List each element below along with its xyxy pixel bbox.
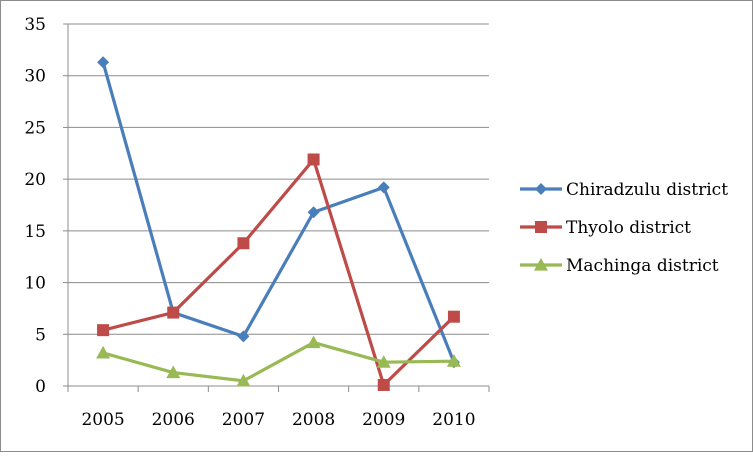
series-line <box>102 157 456 387</box>
y-tick-label: 15 <box>24 222 46 242</box>
y-tick-label: 35 <box>24 15 46 35</box>
x-tick-label: 2008 <box>292 410 335 430</box>
y-tick-label: 25 <box>24 118 46 138</box>
legend-marker <box>535 183 547 195</box>
data-point <box>237 237 250 250</box>
data-point <box>306 335 321 349</box>
data-point <box>236 373 251 387</box>
data-point <box>447 310 460 323</box>
data-point <box>377 378 390 391</box>
x-tick-label: 2009 <box>362 410 405 430</box>
legend-marker <box>534 258 548 271</box>
y-axis-ticks: 0 5 10 15 20 25 30 35 <box>24 15 69 397</box>
y-tick-label: 5 <box>35 325 46 345</box>
y-tick-label: 20 <box>24 170 46 190</box>
data-point <box>376 355 391 368</box>
legend-item: Chiradzulu district <box>520 180 728 200</box>
series-3 <box>96 335 461 387</box>
gridlines <box>68 23 489 335</box>
legend: Chiradzulu district Thyolo district Machin… <box>520 180 728 276</box>
series-1 <box>97 56 460 369</box>
legend-label: Machinga district <box>566 256 719 276</box>
x-tick-label: 2010 <box>432 410 475 430</box>
data-point <box>166 365 181 379</box>
data-point <box>97 324 110 337</box>
data-point <box>167 306 180 319</box>
data-point <box>307 153 320 166</box>
y-tick-label: 30 <box>24 67 46 87</box>
legend-item: Thyolo district <box>520 218 691 238</box>
x-axis: 2005 2006 2007 2008 2009 2010 <box>67 385 490 430</box>
data-point <box>307 206 320 219</box>
legend-label: Thyolo district <box>566 218 691 238</box>
series-group <box>96 56 461 391</box>
series-line <box>102 340 454 383</box>
data-point <box>377 181 390 194</box>
legend-label: Chiradzulu district <box>566 180 728 200</box>
x-tick-label: 2006 <box>152 410 195 430</box>
series-line <box>101 61 456 363</box>
legend-item: Machinga district <box>520 256 719 276</box>
legend-marker <box>535 221 547 233</box>
x-tick-label: 2005 <box>81 410 124 430</box>
data-point <box>96 345 111 359</box>
x-tick-label: 2007 <box>222 410 265 430</box>
series-2 <box>97 153 460 391</box>
y-tick-label: 0 <box>35 377 46 397</box>
y-tick-label: 10 <box>24 274 46 294</box>
data-point <box>237 330 250 343</box>
data-point <box>446 354 461 367</box>
data-point <box>97 56 110 69</box>
